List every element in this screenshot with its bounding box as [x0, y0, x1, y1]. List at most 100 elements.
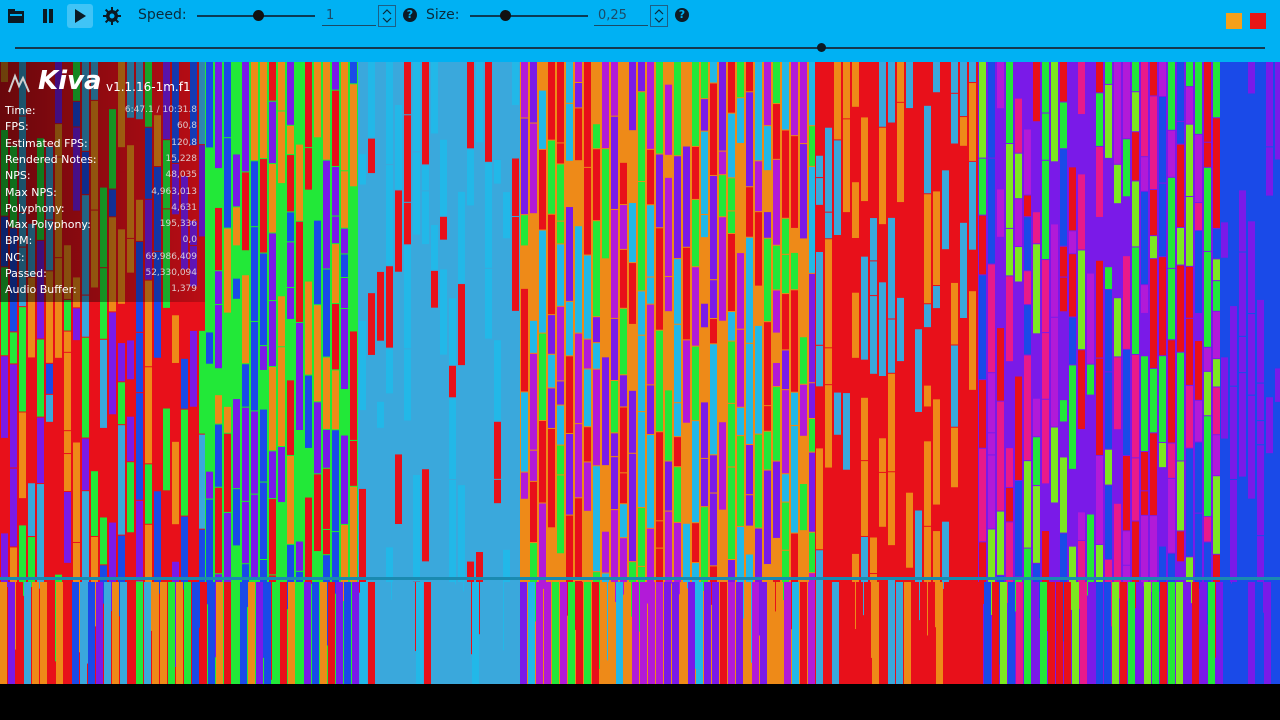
note: [64, 299, 71, 331]
note: [368, 417, 375, 497]
note: [557, 306, 564, 381]
note: [449, 62, 456, 115]
note: [539, 230, 546, 333]
note: [879, 62, 886, 127]
note: [476, 530, 483, 552]
note: [521, 288, 528, 392]
close-button[interactable]: [1250, 13, 1266, 29]
note: [206, 148, 213, 246]
chevron-up-down-icon: [654, 9, 664, 23]
settings-button[interactable]: [99, 4, 125, 28]
piano-key: [728, 582, 735, 684]
speed-input[interactable]: [322, 5, 376, 26]
speed-help-icon[interactable]: ?: [403, 8, 417, 22]
note: [1186, 448, 1193, 557]
note: [888, 217, 895, 319]
note: [332, 216, 339, 244]
size-slider[interactable]: [470, 15, 588, 17]
note: [422, 302, 429, 356]
note: [476, 424, 483, 448]
note: [314, 138, 321, 220]
note: [476, 239, 483, 341]
size-help-icon[interactable]: ?: [675, 8, 689, 22]
note: [1177, 265, 1184, 352]
pause-button[interactable]: [35, 4, 61, 28]
piano-key: [1192, 582, 1199, 684]
note: [1132, 458, 1139, 521]
note: [82, 295, 89, 337]
seek-bar[interactable]: [15, 47, 1265, 49]
note: [377, 172, 384, 205]
note: [233, 154, 240, 207]
size-slider-thumb[interactable]: [500, 10, 512, 21]
note: [332, 90, 339, 166]
note: [575, 424, 582, 498]
piano-key: [888, 582, 895, 684]
minimize-button[interactable]: [1226, 13, 1242, 29]
note: [611, 62, 618, 116]
note: [287, 212, 294, 242]
note: [1105, 84, 1112, 158]
note: [656, 228, 663, 330]
note: [825, 385, 832, 468]
note: [683, 247, 690, 340]
play-button[interactable]: [67, 4, 93, 28]
note: [82, 491, 89, 578]
piano-key: [480, 582, 487, 684]
note: [377, 401, 384, 428]
note: [997, 328, 1004, 401]
note: [359, 411, 366, 488]
seek-thumb[interactable]: [817, 43, 827, 52]
note: [431, 444, 438, 528]
piano-key: [392, 582, 399, 684]
note: [1168, 130, 1175, 177]
size-input[interactable]: [594, 5, 648, 26]
note: [997, 237, 1004, 328]
piano-key: [1104, 582, 1111, 684]
note: [1266, 337, 1273, 397]
note: [1186, 87, 1193, 124]
note: [1024, 548, 1031, 601]
note: [503, 239, 510, 267]
note: [861, 360, 868, 397]
note: [1150, 96, 1157, 189]
note: [1275, 257, 1280, 368]
note: [467, 303, 474, 368]
note: [746, 187, 753, 237]
note: [800, 62, 807, 144]
open-file-button[interactable]: [3, 4, 29, 28]
note: [773, 104, 780, 159]
note: [242, 251, 249, 275]
note: [584, 369, 591, 427]
note: [960, 417, 967, 447]
note: [557, 475, 564, 554]
note: [1078, 512, 1085, 540]
piano-key: [1208, 582, 1215, 684]
note: [870, 374, 877, 466]
note: [1123, 62, 1130, 139]
note: [638, 291, 645, 335]
note: [404, 523, 411, 587]
note: [260, 253, 267, 346]
note: [260, 559, 267, 658]
note: [1230, 207, 1237, 306]
speed-slider-thumb[interactable]: [253, 10, 265, 21]
note: [215, 271, 222, 304]
note: [593, 369, 600, 466]
note: [1141, 191, 1148, 285]
note: [1177, 144, 1184, 227]
piano-key: [1160, 582, 1167, 684]
speed-stepper[interactable]: [378, 5, 396, 27]
piano-key: [992, 582, 999, 684]
note: [332, 166, 339, 216]
note: [1114, 430, 1121, 503]
note: [341, 435, 348, 524]
note: [1132, 181, 1139, 247]
note: [1239, 127, 1246, 190]
note: [413, 62, 420, 152]
note: [163, 308, 170, 408]
note: [602, 149, 609, 259]
size-stepper[interactable]: [650, 5, 668, 27]
note: [172, 441, 179, 525]
note: [521, 215, 528, 246]
